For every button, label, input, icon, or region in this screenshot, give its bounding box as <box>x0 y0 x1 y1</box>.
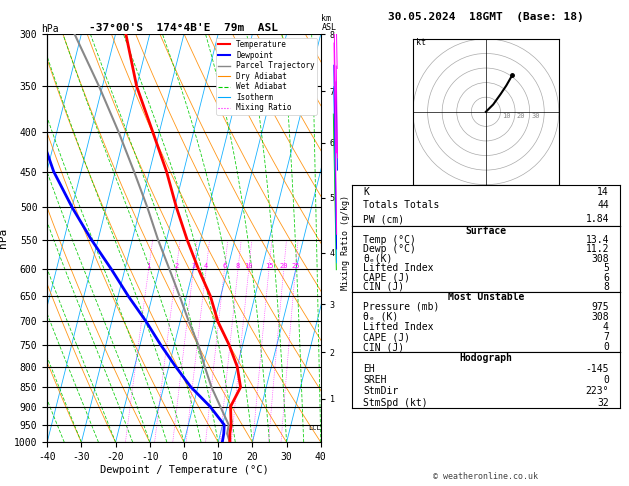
Text: 2: 2 <box>174 263 179 269</box>
Text: 0: 0 <box>603 375 609 385</box>
Text: 1.84: 1.84 <box>586 214 609 224</box>
Y-axis label: hPa: hPa <box>0 228 8 248</box>
Text: 15: 15 <box>265 263 273 269</box>
Text: 0: 0 <box>603 342 609 352</box>
Text: CIN (J): CIN (J) <box>363 282 404 292</box>
Text: 223°: 223° <box>586 386 609 397</box>
X-axis label: Dewpoint / Temperature (°C): Dewpoint / Temperature (°C) <box>99 465 269 475</box>
Text: θₑ(K): θₑ(K) <box>363 254 392 264</box>
Text: 25: 25 <box>291 263 300 269</box>
Text: Pressure (mb): Pressure (mb) <box>363 302 439 312</box>
Text: 4: 4 <box>204 263 208 269</box>
Text: 30.05.2024  18GMT  (Base: 18): 30.05.2024 18GMT (Base: 18) <box>388 12 584 22</box>
Text: 10: 10 <box>502 113 511 119</box>
Text: Most Unstable: Most Unstable <box>448 292 524 302</box>
Text: 1: 1 <box>147 263 151 269</box>
Text: -145: -145 <box>586 364 609 374</box>
Text: km
ASL: km ASL <box>321 14 337 32</box>
Text: θₑ (K): θₑ (K) <box>363 312 398 322</box>
Text: SREH: SREH <box>363 375 386 385</box>
Text: 14: 14 <box>597 187 609 196</box>
Text: 13.4: 13.4 <box>586 235 609 245</box>
Text: Lifted Index: Lifted Index <box>363 322 433 332</box>
Text: 975: 975 <box>591 302 609 312</box>
Text: Mixing Ratio (g/kg): Mixing Ratio (g/kg) <box>342 195 350 291</box>
Text: 308: 308 <box>591 254 609 264</box>
Text: EH: EH <box>363 364 375 374</box>
Text: CIN (J): CIN (J) <box>363 342 404 352</box>
Text: 8: 8 <box>236 263 240 269</box>
Text: Surface: Surface <box>465 226 506 236</box>
Text: 44: 44 <box>597 200 609 210</box>
Text: 308: 308 <box>591 312 609 322</box>
Text: Hodograph: Hodograph <box>459 353 513 363</box>
Text: 5: 5 <box>603 263 609 273</box>
Text: 8: 8 <box>603 282 609 292</box>
Text: 30: 30 <box>531 113 540 119</box>
Text: 20: 20 <box>279 263 288 269</box>
Title: -37°00'S  174°4B'E  79m  ASL: -37°00'S 174°4B'E 79m ASL <box>89 23 279 33</box>
Text: CAPE (J): CAPE (J) <box>363 332 410 342</box>
Text: StmSpd (kt): StmSpd (kt) <box>363 398 428 408</box>
Text: 6: 6 <box>223 263 226 269</box>
Text: hPa: hPa <box>41 24 58 34</box>
Text: 4: 4 <box>603 322 609 332</box>
Text: Dewp (°C): Dewp (°C) <box>363 244 416 255</box>
Text: 6: 6 <box>603 273 609 282</box>
Text: 3: 3 <box>191 263 196 269</box>
Text: © weatheronline.co.uk: © weatheronline.co.uk <box>433 472 538 481</box>
Legend: Temperature, Dewpoint, Parcel Trajectory, Dry Adiabat, Wet Adiabat, Isotherm, Mi: Temperature, Dewpoint, Parcel Trajectory… <box>216 38 317 115</box>
Text: 11.2: 11.2 <box>586 244 609 255</box>
Text: K: K <box>363 187 369 196</box>
Text: LCL: LCL <box>308 425 321 432</box>
Text: Totals Totals: Totals Totals <box>363 200 439 210</box>
Text: StmDir: StmDir <box>363 386 398 397</box>
Text: 32: 32 <box>597 398 609 408</box>
Text: Temp (°C): Temp (°C) <box>363 235 416 245</box>
Text: 7: 7 <box>603 332 609 342</box>
Text: 10: 10 <box>245 263 253 269</box>
Text: Lifted Index: Lifted Index <box>363 263 433 273</box>
Text: PW (cm): PW (cm) <box>363 214 404 224</box>
Text: CAPE (J): CAPE (J) <box>363 273 410 282</box>
Text: kt: kt <box>416 38 426 47</box>
Text: 20: 20 <box>516 113 525 119</box>
